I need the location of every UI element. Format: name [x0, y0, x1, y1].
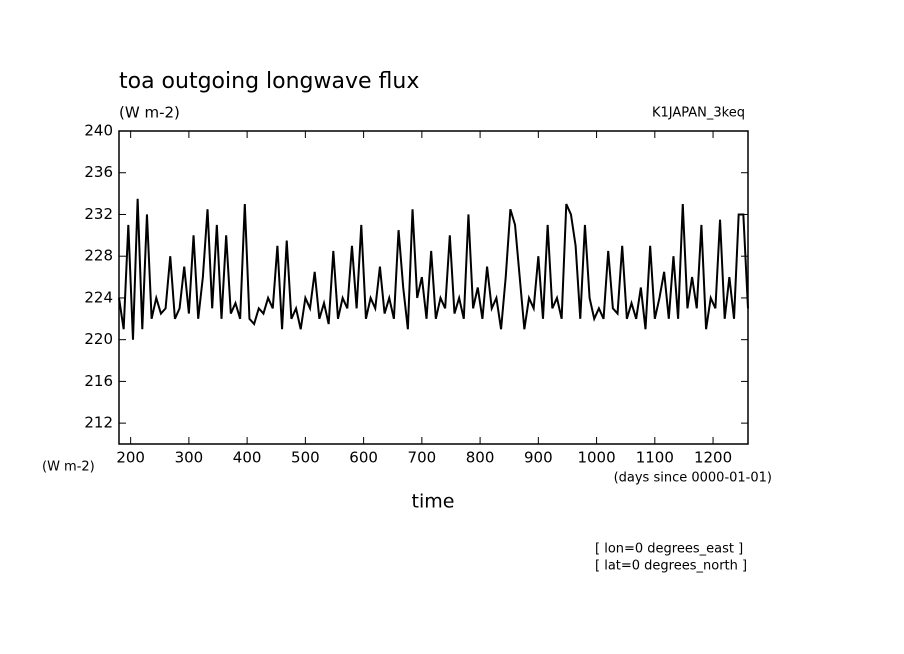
y-tick-label: 232	[84, 205, 113, 223]
y-tick-label: 224	[84, 288, 113, 306]
x-units: (days since 0000-01-01)	[614, 471, 772, 486]
x-axis-label: time	[412, 491, 455, 513]
run-name: K1JAPAN_3keq	[652, 106, 745, 121]
x-tick-label: 800	[466, 449, 495, 467]
data-line	[118, 198, 749, 340]
plot-frame	[118, 130, 749, 445]
x-tick-label: 600	[349, 449, 378, 467]
x-tick-label: 1000	[577, 449, 615, 467]
x-tick-label: 1100	[636, 449, 674, 467]
y-tick-label: 220	[84, 330, 113, 348]
x-tick-label: 1200	[694, 449, 732, 467]
x-tick-label: 700	[408, 449, 437, 467]
note: [ lon=0 degrees_east ]	[595, 542, 743, 557]
chart-title: toa outgoing longwave flux	[119, 69, 419, 94]
y-tick-label: 216	[84, 372, 113, 390]
y-units-bottom: (W m-2)	[42, 460, 95, 475]
y-tick-label: 240	[84, 122, 113, 140]
y-tick-label: 212	[84, 414, 113, 432]
x-tick-label: 300	[175, 449, 204, 467]
x-tick-label: 500	[291, 449, 320, 467]
y-tick-label: 228	[84, 247, 113, 265]
x-tick-label: 200	[116, 449, 145, 467]
y-tick-label: 236	[84, 163, 113, 181]
y-units: (W m-2)	[119, 104, 180, 122]
note: [ lat=0 degrees_north ]	[595, 559, 747, 574]
x-tick-label: 900	[524, 449, 553, 467]
x-tick-label: 400	[233, 449, 262, 467]
